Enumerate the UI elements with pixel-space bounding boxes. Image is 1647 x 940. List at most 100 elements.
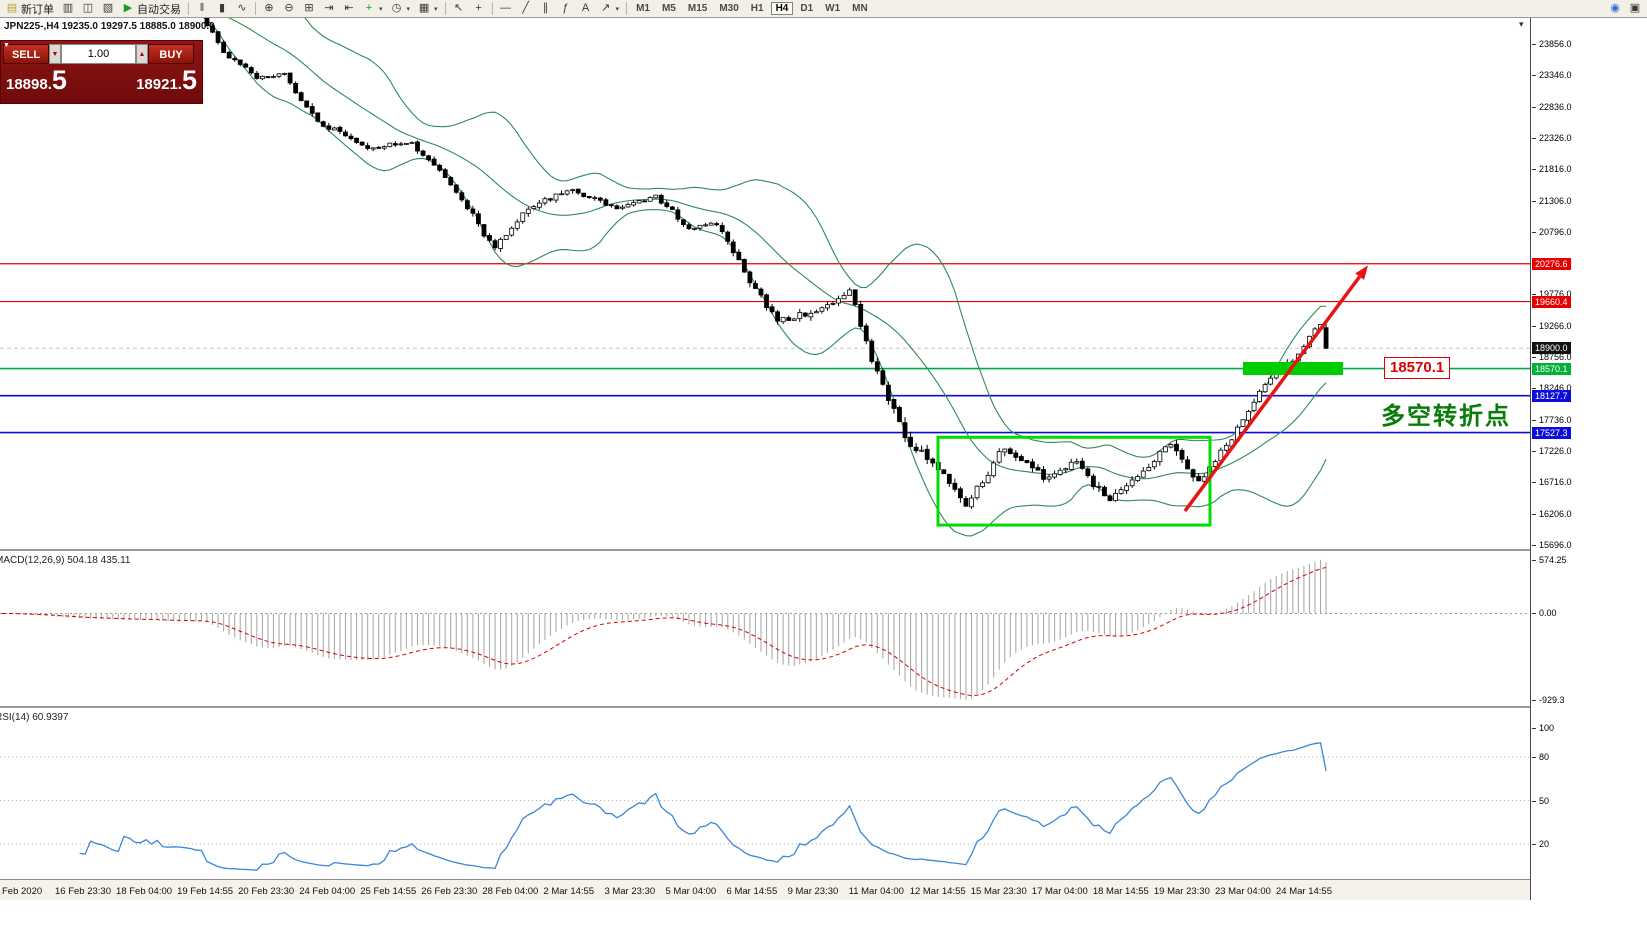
data-window-button[interactable]: ◫ <box>78 1 98 16</box>
rsi-axis-label: 20 <box>1539 839 1550 849</box>
crosshair-icon: + <box>475 2 482 14</box>
panel-splitter[interactable] <box>0 549 1531 551</box>
axis-tick-mark <box>1532 513 1536 515</box>
zoom-in-button[interactable]: ⊕ <box>259 1 279 16</box>
arrows-button[interactable]: ↗ ▾ <box>596 1 624 16</box>
timeframe-w1[interactable]: W1 <box>825 3 841 14</box>
axis-tick-mark <box>1532 419 1536 421</box>
buy-button[interactable]: BUY <box>148 44 194 64</box>
axis-tick-mark <box>1532 559 1536 561</box>
price-callout-label[interactable]: 18570.1 <box>1384 357 1451 379</box>
trendline-button[interactable]: ╱ <box>516 1 536 16</box>
templates-button[interactable]: ▦ ▾ <box>414 1 442 16</box>
auto-trading-button[interactable]: ▶ 自动交易 <box>118 1 185 16</box>
timeframe-m1[interactable]: M1 <box>636 3 650 14</box>
timeframe-mn[interactable]: MN <box>852 3 868 14</box>
chart-shift-icon: ⇤ <box>344 2 354 14</box>
timeframe-m30[interactable]: M30 <box>719 3 739 14</box>
time-label: 19 Mar 23:30 <box>1153 886 1210 897</box>
macd-panel[interactable] <box>0 552 1530 706</box>
channel-button[interactable]: ∥ <box>536 1 556 16</box>
cursor-button[interactable]: ↖ <box>449 1 469 16</box>
zoom-out-button[interactable]: ⊖ <box>279 1 299 16</box>
axis-tick-mark <box>1532 800 1536 802</box>
fibonacci-icon: ƒ <box>562 2 569 14</box>
tile-windows-icon: ⊞ <box>304 2 314 14</box>
line-chart-button[interactable]: ∿ <box>232 1 252 16</box>
rsi-panel[interactable] <box>0 709 1530 879</box>
macd-histogram <box>6 559 1327 700</box>
toolbar: ▤ 新订单 ▥ ◫ ▧ ▶ 自动交易 ‖ ▮ ∿ ⊕ ⊖ ⊞ ⇥ ⇤ + ▾ ◷ ▾ ▦ ▾ ↖ + ― ╱ ∥ ƒ A ↗ ▾ M1 M5 M… <box>0 0 1647 18</box>
candlestick-chart-icon: ▮ <box>218 2 226 14</box>
chart-shift-button[interactable]: ⇤ <box>339 1 359 16</box>
candlestick-chart-button[interactable]: ▮ <box>212 1 232 16</box>
bollinger-middle-band <box>228 18 1327 480</box>
price-tick-label: 19266.0 <box>1539 320 1572 331</box>
crosshair-button[interactable]: + <box>469 1 489 16</box>
macd-signal-line <box>1 566 1327 696</box>
price-tick-label: 22326.0 <box>1539 132 1572 143</box>
toolbar-separator <box>188 2 189 15</box>
timeframe-h1[interactable]: H1 <box>750 3 764 14</box>
navigator-button[interactable]: ▧ <box>98 1 118 16</box>
time-label: 23 Mar 04:00 <box>1214 886 1271 897</box>
price-tick-label: 16206.0 <box>1539 508 1572 519</box>
indicators-button[interactable]: + ▾ <box>359 1 387 16</box>
axis-tick-mark <box>1532 451 1536 453</box>
axis-tick-mark <box>1532 294 1536 296</box>
volume-decrease-button[interactable]: ▼ <box>49 44 61 64</box>
time-axis[interactable]: Feb 2020 16 Feb 23:30 18 Feb 04:00 19 Feb 1… <box>0 879 1530 900</box>
time-label: 5 Mar 04:00 <box>665 886 717 897</box>
rsi-line <box>79 742 1327 871</box>
new-order-icon: ▤ <box>6 2 18 14</box>
new-order-button[interactable]: ▤ 新订单 <box>2 1 58 16</box>
ask-price: 18921.5 <box>136 65 197 95</box>
time-label: 24 Mar 14:55 <box>1276 886 1332 897</box>
tile-windows-button[interactable]: ⊞ <box>299 1 319 16</box>
axis-tick-mark <box>1532 544 1536 546</box>
axis-tick-mark <box>1532 325 1536 327</box>
text-label-button[interactable]: A <box>576 1 596 16</box>
breakout-arrow-head <box>1355 265 1368 280</box>
time-label: 19 Feb 14:55 <box>177 886 234 897</box>
rsi-axis-label: 50 <box>1539 795 1550 806</box>
toolbar-main: ▤ 新订单 ▥ ◫ ▧ ▶ 自动交易 ‖ ▮ ∿ ⊕ ⊖ ⊞ ⇥ ⇤ + ▾ ◷ ▾ ▦ ▾ ↖ + ― ╱ ∥ ƒ A ↗ ▾ M1 M5 M… <box>2 1 874 16</box>
axis-tick-mark <box>1532 699 1536 701</box>
volume-input[interactable] <box>61 44 136 64</box>
panel-options-icon[interactable]: ▼ <box>3 42 10 49</box>
time-label: 24 Feb 04:00 <box>299 886 356 897</box>
periods-button[interactable]: ◷ ▾ <box>387 1 415 16</box>
price-tick-label: 23856.0 <box>1539 39 1572 50</box>
auto-scroll-button[interactable]: ⇥ <box>319 1 339 16</box>
axis-tick-mark <box>1532 169 1536 171</box>
navigator-icon: ▧ <box>102 2 114 14</box>
panel-splitter[interactable] <box>0 706 1531 708</box>
timeframe-d1[interactable]: D1 <box>800 3 814 14</box>
layout-icon: ▣ <box>1629 2 1641 14</box>
search-button[interactable]: ◉ <box>1605 1 1625 16</box>
rsi-axis-label: 100 <box>1539 723 1555 733</box>
one-click-trading-panel: ▼ SELL ▼ ▲ BUY 18898.5 18921.5 <box>0 40 203 104</box>
time-label: 3 Mar 23:30 <box>604 886 656 897</box>
time-label: 12 Mar 14:55 <box>909 886 966 897</box>
market-watch-button[interactable]: ▥ <box>58 1 78 16</box>
horizontal-line-button[interactable]: ― <box>496 1 516 16</box>
price-tick-label: 22836.0 <box>1539 101 1572 112</box>
axis-tick-mark <box>1532 482 1536 484</box>
turning-point-annotation[interactable]: 多空转折点 <box>1381 403 1511 430</box>
bar-chart-button[interactable]: ‖ <box>192 1 212 16</box>
volume-increase-button[interactable]: ▲ <box>136 44 148 64</box>
time-label: 18 Mar 14:55 <box>1092 886 1149 897</box>
bid-price: 18898.5 <box>6 65 67 95</box>
layout-button[interactable]: ▣ <box>1625 1 1645 16</box>
timeframe-h4[interactable]: H4 <box>770 2 794 15</box>
timeframe-m15[interactable]: M15 <box>687 3 708 14</box>
sell-button[interactable]: SELL <box>3 44 49 64</box>
consolidation-box[interactable] <box>936 435 1212 527</box>
price-axis[interactable]: 23856.0 23346.0 22836.0 22326.0 21816.0 21306… <box>1530 18 1647 900</box>
main-chart-canvas[interactable] <box>0 18 1530 549</box>
macd-axis-label: 0.00 <box>1539 608 1557 619</box>
timeframe-m5[interactable]: M5 <box>661 3 676 14</box>
fibonacci-button[interactable]: ƒ <box>556 1 576 16</box>
breakout-arrow[interactable] <box>1183 275 1362 512</box>
